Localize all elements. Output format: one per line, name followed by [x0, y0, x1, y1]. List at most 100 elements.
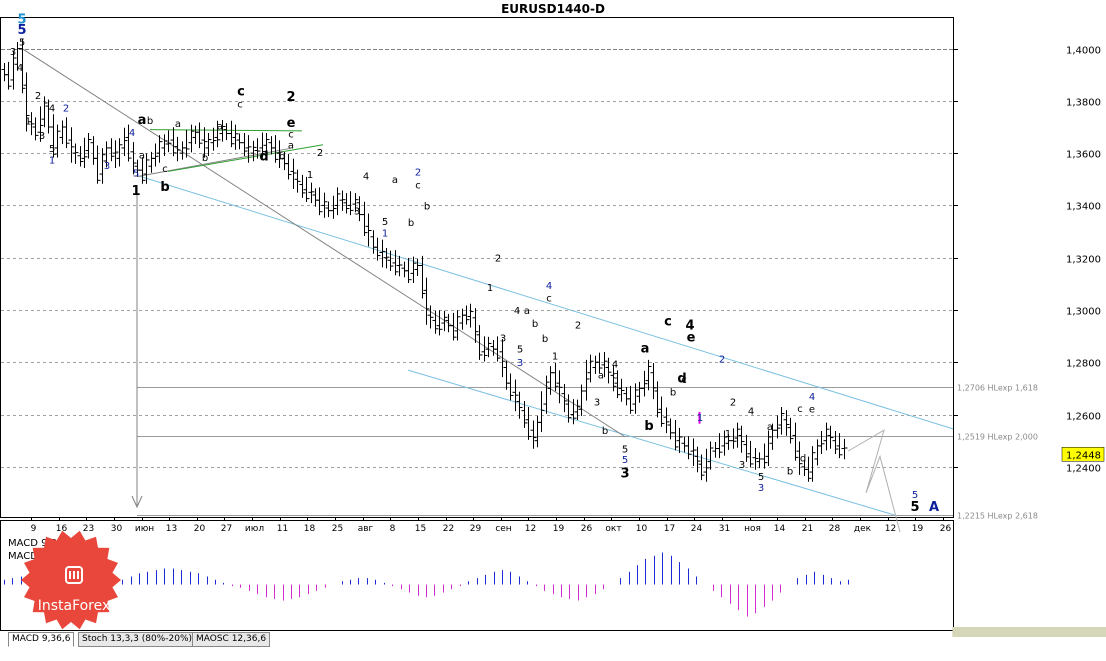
- level-label: 1,2519 HLexp 2,000: [957, 433, 1038, 442]
- wave-label: 5: [622, 444, 628, 455]
- wave-label: 5: [912, 490, 918, 501]
- wave-label: b: [160, 180, 169, 195]
- tab-stoch[interactable]: Stoch 13,3,3 (80%-20%): [78, 632, 197, 647]
- logo-text: InstaForex: [38, 598, 111, 614]
- y-tick-label: 1,3400: [1066, 202, 1101, 213]
- wave-label: b: [424, 201, 430, 212]
- wave-label: 3: [594, 397, 600, 408]
- wave-label: b: [202, 153, 208, 164]
- x-tick-label: 28: [829, 524, 841, 534]
- x-tick-label: дек: [854, 524, 872, 534]
- wave-label: c: [797, 404, 803, 415]
- wave-label: 2: [719, 354, 725, 365]
- wave-label: 4: [514, 306, 520, 317]
- wave-label: A: [929, 500, 939, 515]
- x-tick-label: июн: [135, 524, 154, 534]
- wave-label: a: [524, 306, 530, 317]
- y-tick-label: 1,3600: [1066, 150, 1101, 161]
- wave-label: c: [237, 99, 243, 110]
- wave-label: e: [687, 330, 696, 345]
- wave-label: a: [641, 341, 650, 356]
- wave-label: 5: [517, 344, 523, 355]
- wave-label: 5: [382, 217, 388, 228]
- wave-label: a: [598, 370, 604, 381]
- x-tick-label: 19: [912, 524, 924, 534]
- x-tick-label: 26: [581, 524, 593, 534]
- tab-macd[interactable]: MACD 9,36,6: [8, 632, 75, 647]
- wave-label: a: [175, 119, 181, 130]
- wave-label: c: [546, 294, 552, 305]
- wave-label: a: [217, 122, 223, 133]
- wave-label: 2: [286, 90, 295, 105]
- wave-label: 1: [487, 283, 493, 294]
- wave-label: 1: [552, 352, 558, 363]
- wave-label: 3: [10, 47, 16, 58]
- wave-label: 1: [25, 116, 31, 127]
- x-tick-label: 18: [304, 524, 316, 534]
- current-price-label: 1,2448: [1066, 450, 1101, 461]
- wave-guide: [136, 147, 291, 178]
- wave-label: 2: [35, 91, 41, 102]
- x-tick-label: июл: [245, 524, 264, 534]
- wave-label: 5: [758, 472, 764, 483]
- level-label: 1,2215 HLexp 2,618: [957, 512, 1038, 521]
- wave-guide: [21, 48, 626, 438]
- current-price-box: [1061, 447, 1105, 462]
- y-tick-label: 1,3200: [1066, 255, 1101, 266]
- wave-label: 4: [809, 392, 815, 403]
- level-label: 1,2706 HLexp 1,618: [957, 384, 1038, 393]
- wave-label: 1: [49, 156, 55, 167]
- indicator-frame: [0, 520, 954, 631]
- x-tick-label: 9: [31, 524, 37, 534]
- wave-label: c: [288, 129, 294, 140]
- x-tick-label: 16: [56, 524, 68, 534]
- channel-lower: [407, 369, 896, 516]
- x-tick-label: 12: [885, 524, 896, 534]
- x-tick-label: окт: [605, 524, 621, 534]
- wave-label: 1: [697, 413, 703, 424]
- y-tick-label: 1,4000: [1066, 46, 1101, 57]
- tab-maosc[interactable]: MAOSC 12,36,6: [192, 632, 271, 647]
- wave-label: e: [287, 116, 296, 131]
- wave-label: c: [664, 315, 672, 330]
- wave-label: 4: [129, 128, 135, 139]
- wave-label: 3: [517, 358, 523, 369]
- wave-label: 5: [49, 144, 55, 155]
- y-tick-label: 1,2800: [1066, 359, 1101, 370]
- chart-title: EURUSD1440-D: [501, 2, 605, 16]
- wave-label: 2: [415, 167, 421, 178]
- wave-label: 2: [317, 148, 323, 159]
- wave-label: a: [392, 175, 398, 186]
- x-tick-label: 24: [691, 524, 703, 534]
- wave-label: 4: [612, 359, 618, 370]
- wave-label: 5: [19, 37, 25, 48]
- y-tick-label: 1,3000: [1066, 307, 1101, 318]
- wave-label: 4: [748, 407, 754, 418]
- x-tick-label: 20: [194, 524, 206, 534]
- wave-label: 2: [495, 254, 501, 265]
- wave-label: c: [162, 164, 168, 175]
- wave-label: b: [644, 419, 653, 434]
- wave-label: 2: [63, 103, 69, 114]
- wave-label: 5: [622, 455, 628, 466]
- wave-label: c: [612, 370, 618, 381]
- wave-label: 3: [758, 483, 764, 494]
- arrow-head: [131, 495, 143, 509]
- x-tick-label: 19: [553, 524, 565, 534]
- x-tick-label: 17: [664, 524, 675, 534]
- wave-label: 5: [17, 23, 26, 38]
- indicator-tabs: MACD 9,36,6 Stoch 13,3,3 (80%-20%) MAOSC…: [0, 631, 1106, 661]
- wave-label: 1: [131, 184, 140, 199]
- y-tick-label: 1,2400: [1066, 464, 1101, 475]
- plot-frame: [0, 17, 954, 518]
- x-tick-label: 15: [415, 524, 426, 534]
- wave-label: 4: [17, 63, 23, 74]
- wave-label: c: [415, 180, 421, 191]
- wave-label: 1: [725, 429, 731, 440]
- x-tick-label: 26: [940, 524, 952, 534]
- triangle-lower: [167, 144, 324, 172]
- wave-label: b: [670, 387, 676, 398]
- wave-label: c: [237, 85, 245, 100]
- wave-label: 1: [382, 228, 388, 239]
